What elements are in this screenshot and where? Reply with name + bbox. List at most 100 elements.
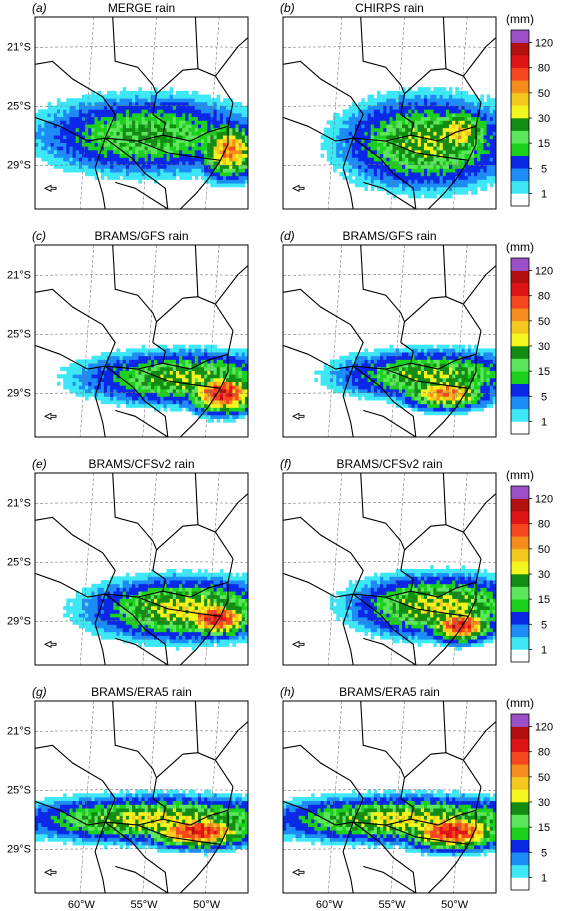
rain-cell [392,98,397,103]
rain-cell [358,164,362,169]
rain-cell [439,131,444,136]
rain-cell [439,116,444,121]
rain-cell [63,138,67,143]
rain-cell [376,396,381,401]
rain-cell [492,359,496,364]
rain-cell [232,348,236,353]
rain-cell [66,381,70,386]
rain-cell [452,142,456,147]
rain-cell [405,374,409,379]
rain-cell [47,138,52,143]
rain-cell [383,392,387,397]
rain-cell [194,172,199,177]
rain-cell [427,370,431,375]
rain-cell [232,164,236,169]
rain-cell [213,164,218,169]
rain-cell [107,168,111,173]
rain-cell [232,352,236,357]
rain-cell [81,363,86,368]
rain-cell [474,186,478,191]
rain-cell [405,149,409,155]
rain-cell [222,385,227,390]
rain-cell [72,602,77,607]
rain-cell [405,366,409,371]
rain-cell [207,120,211,125]
rain-cell [69,127,73,132]
rain-cell [188,348,193,353]
rain-cell [132,127,136,132]
rain-cell [166,149,171,155]
rain-cell [442,131,447,136]
rain-cell [213,153,218,158]
rain-cell [78,594,83,599]
rain-cell [188,135,193,140]
rain-cell [470,138,475,143]
rain-cell [213,381,218,386]
rain-cell [226,153,230,158]
rain-cell [85,113,89,118]
rain-cell [210,101,214,107]
rain-cell [72,98,77,103]
rain-cell [361,370,365,375]
rain-cell [191,359,196,364]
rain-cell [191,109,196,114]
rain-cell [194,348,199,353]
rain-cell [100,620,105,625]
rain-cell [477,381,481,386]
rain-cell [207,179,211,184]
rain-cell [216,359,221,364]
rain-cell [85,392,89,397]
rain-cell [449,109,453,114]
rain-cell [474,113,478,118]
rain-cell [110,153,114,158]
rain-cell [442,116,447,121]
rain-cell [201,355,205,360]
rain-cell [427,105,431,110]
rain-cell [439,389,444,394]
rain-cell [420,153,425,158]
rain-cell [122,157,127,162]
rain-cell [226,396,230,401]
rain-cell [455,389,459,394]
rain-cell [207,363,211,368]
rain-cell [179,366,183,371]
rain-cell [194,109,199,114]
rain-cell [110,591,114,596]
rain-cell [97,628,102,633]
rain-cell [185,389,189,394]
rain-cell [395,403,400,408]
rain-cell [464,127,469,132]
rain-cell [326,374,331,379]
rain-cell [219,120,224,125]
rain-cell [157,392,161,397]
rain-cell [427,161,431,166]
rain-cell [480,396,484,401]
rain-cell [361,377,365,383]
rain-cell [107,624,111,629]
rain-cell [461,381,466,386]
rain-cell [135,355,139,360]
rain-cell [445,116,450,121]
rain-cell [351,116,356,121]
rain-cell [420,146,425,151]
rain-cell [433,127,437,132]
rain-cell [75,149,80,155]
rain-cell [138,94,142,99]
rain-cell [489,127,494,132]
rain-cell [486,109,491,114]
rain-cell [144,161,149,166]
rain-cell [238,396,243,401]
rain-cell [244,392,248,397]
rain-cell [72,164,77,169]
rain-cell [389,138,394,143]
rain-cell [477,396,481,401]
rain-cell [458,105,462,110]
rain-cell [439,374,444,379]
rain-cell [389,172,394,177]
rain-cell [135,109,139,114]
rain-cell [110,628,114,633]
rain-cell [78,366,83,371]
rain-cell [427,194,431,199]
rain-cell [358,142,362,147]
rain-cell [91,172,95,177]
